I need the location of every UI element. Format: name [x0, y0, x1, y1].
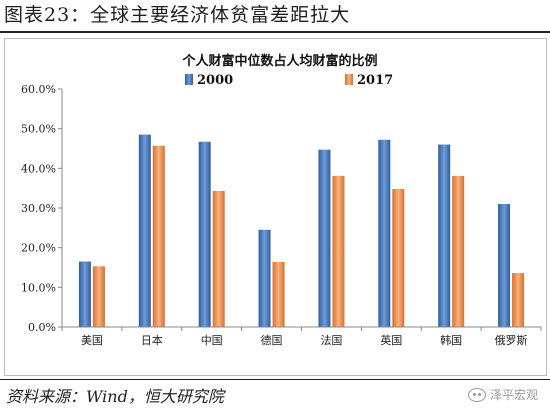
source-note: 资料来源：Wind，恒大研究院	[6, 387, 224, 406]
x-tick-label: 韩国	[440, 333, 462, 347]
bar-2017	[332, 175, 345, 327]
bar-2017	[92, 266, 105, 327]
y-tick-label: 10.0%	[21, 281, 56, 294]
y-tick-label: 50.0%	[21, 123, 56, 136]
x-tick-label: 英国	[380, 333, 402, 347]
y-tick-label: 30.0%	[21, 202, 56, 215]
watermark: 泽平宏观	[467, 386, 538, 403]
bar-2000	[258, 229, 271, 327]
x-tick-label: 日本	[141, 333, 163, 347]
legend-label: 2000	[197, 73, 233, 88]
legend-label: 2017	[357, 73, 393, 88]
header-rule	[0, 31, 550, 33]
y-tick-label: 20.0%	[21, 242, 56, 255]
x-tick-label: 俄罗斯	[495, 334, 528, 347]
legend: 2000 2017	[185, 73, 393, 88]
bar-2000	[378, 139, 391, 327]
x-axis: 美国 日本 中国 德国 法国 英国 韩国 俄罗斯	[61, 326, 542, 347]
watermark-text: 泽平宏观	[489, 388, 538, 402]
footer-rule	[0, 379, 550, 380]
bar-2017	[392, 188, 405, 327]
bars	[78, 134, 525, 327]
x-tick-label: 德国	[261, 333, 283, 347]
y-axis: 0.0% 10.0% 20.0% 30.0% 40.0% 50.0% 60.0%	[21, 83, 63, 334]
bar-2000	[138, 134, 151, 327]
y-tick-label: 40.0%	[21, 162, 56, 175]
figure-header: 图表23：全球主要经济体贫富差距拉大	[4, 4, 351, 26]
chart-title: 个人财富中位数占人均财富的比例	[181, 53, 377, 69]
chart-frame: 个人财富中位数占人均财富的比例 2000 2017 0.0% 10.0% 20.0% 3…	[4, 38, 547, 376]
bar-2000	[438, 144, 451, 327]
x-tick-label: 中国	[201, 334, 223, 347]
y-tick-label: 0.0%	[28, 321, 56, 334]
bar-2017	[452, 175, 465, 327]
y-tick-label: 60.0%	[21, 83, 56, 96]
x-tick-label: 法国	[320, 333, 342, 347]
bar-2017	[512, 273, 525, 327]
legend-swatch	[185, 74, 193, 85]
legend-swatch	[345, 74, 353, 85]
bar-2017	[212, 190, 225, 327]
bar-2000	[78, 261, 91, 327]
wechat-icon	[467, 387, 486, 402]
bar-chart: 个人财富中位数占人均财富的比例 2000 2017 0.0% 10.0% 20.0% 3…	[21, 53, 542, 347]
bar-2017	[272, 261, 285, 327]
x-tick-label: 美国	[81, 334, 103, 347]
bar-2000	[498, 204, 511, 327]
bar-2000	[318, 149, 331, 327]
bar-2017	[152, 145, 165, 327]
bar-2000	[198, 141, 211, 327]
